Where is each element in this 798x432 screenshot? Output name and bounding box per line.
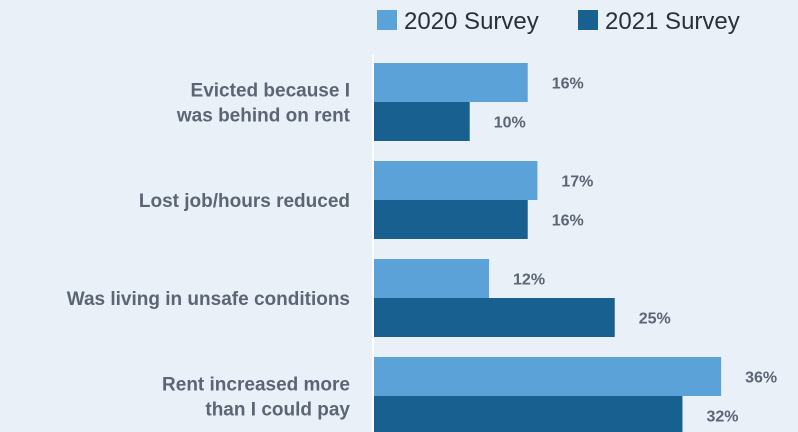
value-labels: 16% 10% 17% 16% 12% 25% 36% 32% — [494, 76, 777, 426]
value-label-2021-3: 25% — [639, 311, 671, 328]
bar-2020-4 — [373, 357, 722, 396]
value-label-2021-2: 16% — [552, 213, 584, 230]
value-label-2021-1: 10% — [494, 115, 526, 132]
category-label-4: Rent increased more than I could pay — [162, 375, 350, 421]
legend-swatch-2021 — [578, 10, 598, 30]
value-label-2021-4: 32% — [706, 409, 738, 426]
legend-swatch-2020 — [377, 10, 397, 30]
value-label-2020-1: 16% — [552, 76, 584, 93]
bar-2020-2 — [373, 161, 538, 200]
legend-label-2021: 2021 Survey — [605, 8, 740, 35]
bar-2020-3 — [373, 259, 490, 298]
category-label-2: Lost job/hours reduced — [139, 191, 350, 212]
bar-2021-4 — [373, 396, 683, 432]
value-label-2020-3: 12% — [513, 272, 545, 289]
bar-2021-3 — [373, 298, 615, 337]
bars — [373, 63, 722, 432]
category-label-3: Was living in unsafe conditions — [67, 289, 350, 310]
value-label-2020-4: 36% — [745, 370, 777, 387]
chart-legend: 2020 Survey 2021 Survey — [377, 8, 740, 35]
legend-label-2020: 2020 Survey — [404, 8, 539, 35]
value-label-2020-2: 17% — [561, 174, 593, 191]
bar-2020-1 — [373, 63, 528, 102]
bar-2021-2 — [373, 200, 528, 239]
bar-2021-1 — [373, 102, 470, 141]
